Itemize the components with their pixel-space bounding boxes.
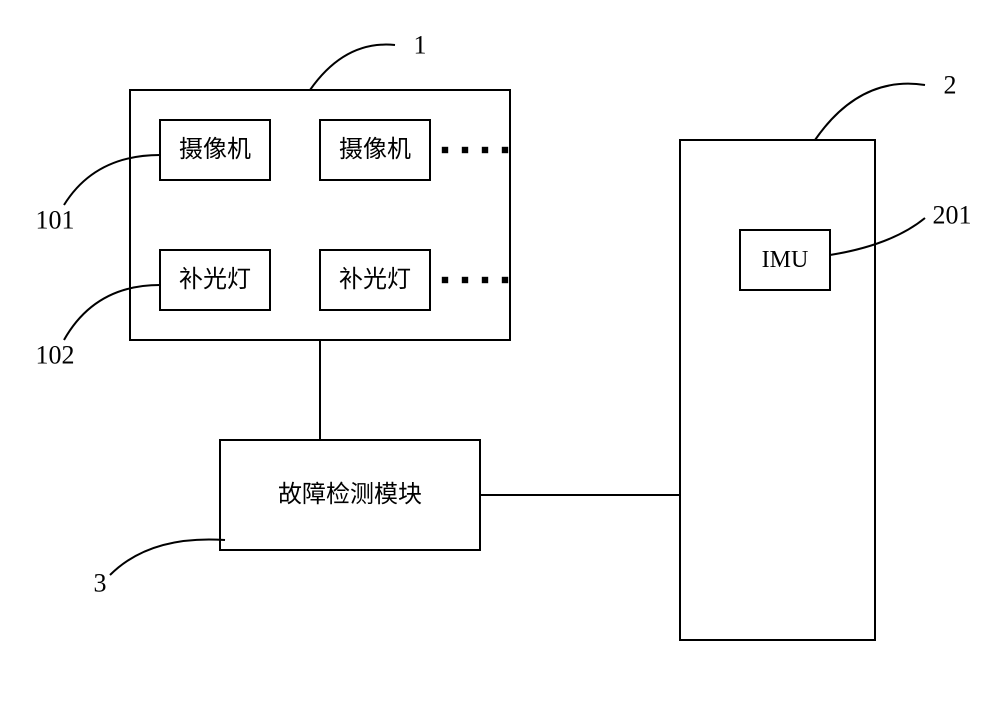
block-diagram: 摄像机 摄像机 补光灯 补光灯 故障检测模块 IMU 1 2 101 102 201 3 [0, 0, 1000, 715]
block-2-outline [680, 140, 875, 640]
leader-curve [830, 218, 925, 255]
leader-number: 201 [933, 201, 972, 230]
leader-curve [310, 45, 395, 90]
leader-curve [815, 84, 925, 140]
camera-1-label: 摄像机 [179, 136, 251, 163]
fault-module-label: 故障检测模块 [278, 481, 422, 508]
light-1-label: 补光灯 [179, 266, 251, 293]
ellipsis-row-2 [442, 277, 508, 283]
leader-curve [110, 539, 225, 575]
leader-lines: 1 2 101 102 201 3 [36, 31, 972, 598]
leader-number: 3 [94, 569, 107, 598]
leader-number: 2 [944, 71, 957, 100]
leader-curve [64, 285, 160, 340]
ellipsis-row-1 [442, 147, 508, 153]
leader-number: 102 [36, 341, 75, 370]
imu-label: IMU [762, 247, 809, 273]
light-2-label: 补光灯 [339, 266, 411, 293]
camera-2-label: 摄像机 [339, 136, 411, 163]
leader-number: 101 [36, 206, 75, 235]
leader-curve [64, 155, 160, 205]
leader-number: 1 [414, 31, 427, 60]
